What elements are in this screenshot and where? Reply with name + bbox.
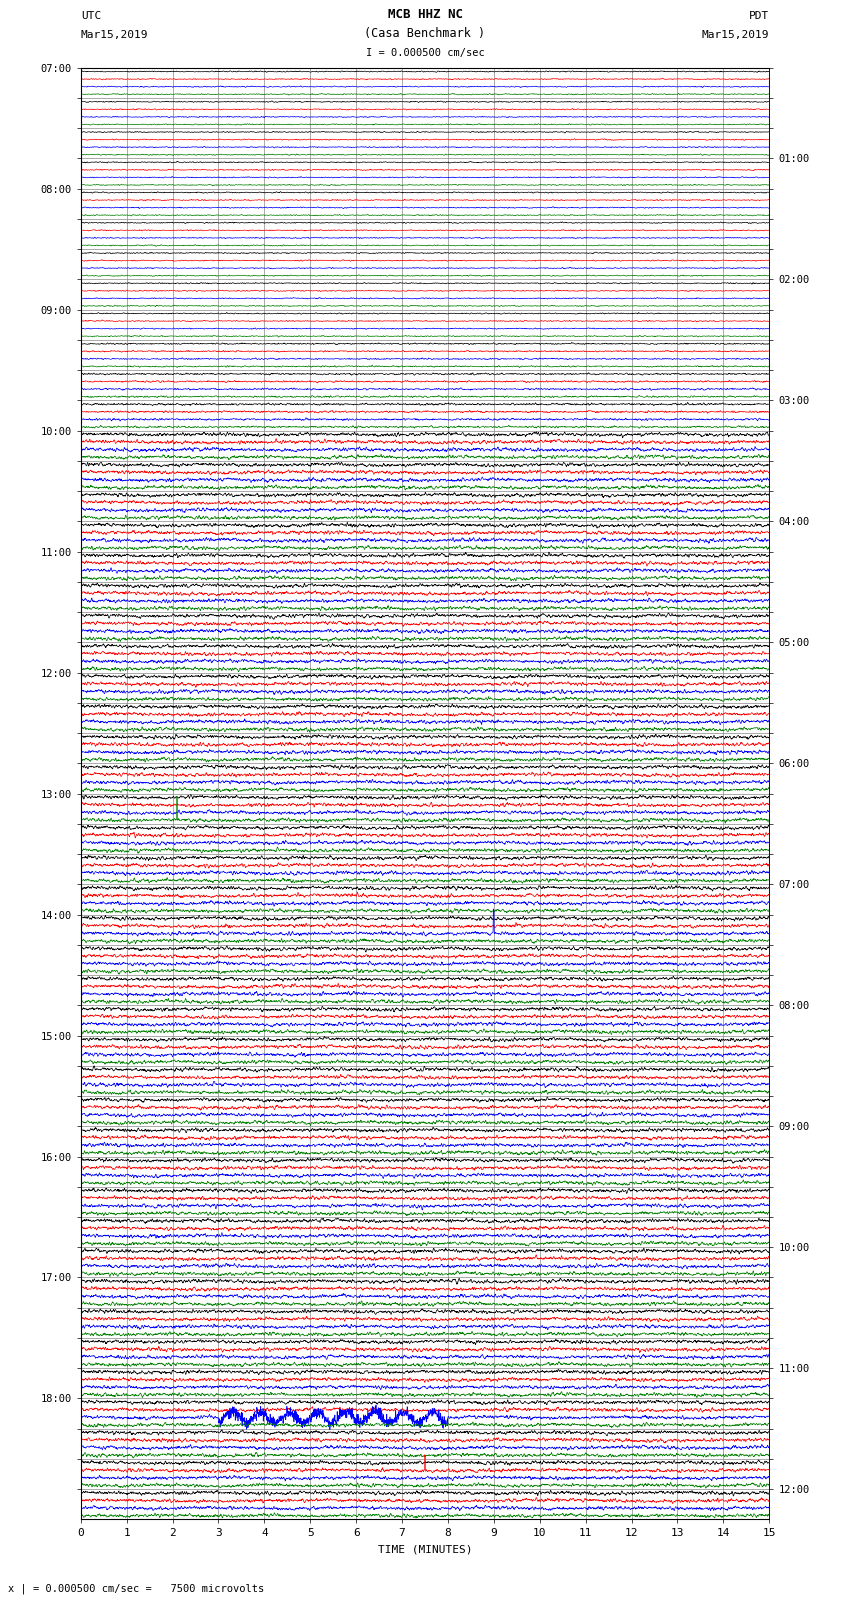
Text: UTC: UTC [81,11,101,21]
Text: x | = 0.000500 cm/sec =   7500 microvolts: x | = 0.000500 cm/sec = 7500 microvolts [8,1582,264,1594]
Text: Mar15,2019: Mar15,2019 [81,31,148,40]
X-axis label: TIME (MINUTES): TIME (MINUTES) [377,1544,473,1553]
Text: (Casa Benchmark ): (Casa Benchmark ) [365,27,485,40]
Text: MCB HHZ NC: MCB HHZ NC [388,8,462,21]
Text: I = 0.000500 cm/sec: I = 0.000500 cm/sec [366,48,484,58]
Text: PDT: PDT [749,11,769,21]
Text: Mar15,2019: Mar15,2019 [702,31,769,40]
